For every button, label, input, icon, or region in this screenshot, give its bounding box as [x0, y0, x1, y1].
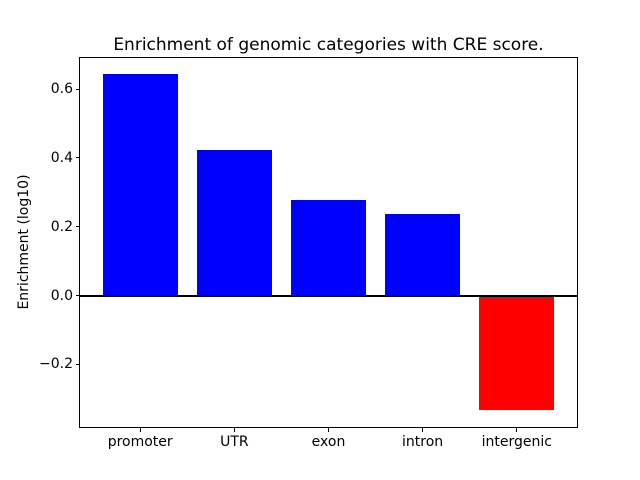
- y-axis-label: Enrichment (log10): [16, 174, 32, 310]
- x-tick-mark: [422, 428, 424, 432]
- x-tick-label-intron: intron: [402, 434, 444, 450]
- y-tick-label: 0.4: [50, 149, 73, 166]
- chart-title: Enrichment of genomic categories with CR…: [113, 35, 544, 55]
- x-tick-mark: [328, 428, 329, 432]
- x-tick-mark: [139, 428, 141, 432]
- bar-intron: [385, 213, 461, 296]
- x-tick-label-promoter: promoter: [107, 434, 173, 450]
- y-tick-mark: [76, 157, 80, 159]
- x-tick-mark: [233, 428, 235, 432]
- x-tick-label-intergenic: intergenic: [481, 434, 552, 450]
- y-tick-label: −0.2: [39, 356, 73, 373]
- x-tick-label-UTR: UTR: [220, 434, 249, 450]
- zero-line: [80, 294, 577, 297]
- bar-promoter: [102, 74, 178, 296]
- y-tick-mark: [76, 295, 80, 296]
- y-tick-mark: [76, 363, 80, 365]
- y-tick-label: 0.2: [50, 218, 73, 235]
- x-tick-mark: [516, 428, 518, 432]
- y-tick-mark: [76, 226, 80, 228]
- y-tick-label: 0.0: [50, 287, 73, 304]
- bar-intergenic: [479, 295, 555, 410]
- y-tick-mark: [76, 88, 80, 90]
- bar-UTR: [196, 150, 272, 296]
- y-tick-label: 0.6: [50, 81, 73, 97]
- x-tick-label-exon: exon: [311, 434, 346, 450]
- bar-exon: [290, 199, 367, 296]
